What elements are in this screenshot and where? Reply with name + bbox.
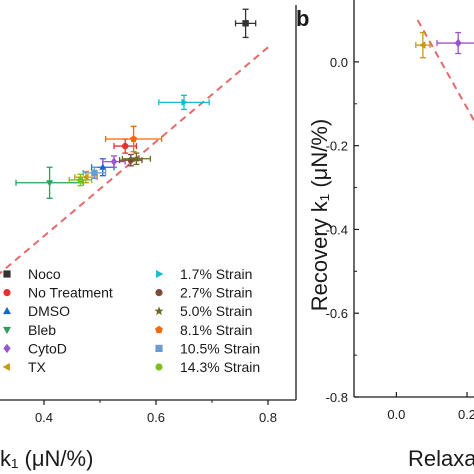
point-bleb-group — [15, 166, 84, 199]
panel-b-label: b — [296, 6, 309, 31]
legend-item-tx: TX — [2, 359, 47, 375]
point-dmso-marker — [99, 163, 107, 170]
legend-item-10-5-strain: 10.5% Strain — [155, 340, 260, 356]
legend-marker-10-5-strain — [155, 344, 163, 352]
legend-item-cytod: CytoD — [3, 340, 67, 356]
legend-label: DMSO — [28, 303, 70, 319]
panel-b-fit-line — [416, 19, 474, 122]
panel-a-x-tick-label: 0.4 — [35, 410, 53, 425]
legend-label: 14.3% Strain — [180, 359, 260, 375]
legend-item-noco: Noco — [3, 266, 61, 282]
panel-b: 0.0 -0.2 -0.4 -0.6 -0.8 0.0 0.2 — [326, 0, 474, 422]
panel-b-x-tick-label: 0.2 — [458, 407, 474, 422]
point-no-treatment-marker — [122, 142, 129, 150]
legend-label: 5.0% Strain — [180, 303, 252, 319]
panel-b-y-tick-label: -0.8 — [326, 390, 348, 405]
panel-b-x-tick-label: 0.0 — [387, 407, 405, 422]
point-10-5-strain-group — [82, 166, 107, 180]
legend-item-1-7-strain: 1.7% Strain — [156, 266, 252, 282]
legend: Noco No Treatment DMSO Bleb CytoD TX 1.7% Stra… — [2, 266, 260, 375]
panel-a: 0.4 0.6 0.8 — [0, 5, 297, 425]
legend-label: Bleb — [28, 322, 56, 338]
point-10-5-strain-marker — [91, 169, 98, 177]
legend-label: No Treatment — [28, 285, 113, 301]
legend-label: 10.5% Strain — [180, 340, 260, 356]
panel-a-x-tick-label: 0.6 — [147, 410, 165, 425]
point-cytod-marker — [110, 157, 118, 166]
panel-b-y-tick-label: -0.6 — [326, 306, 348, 321]
legend-label: 1.7% Strain — [180, 266, 252, 282]
legend-marker-tx — [2, 363, 10, 371]
legend-item-no-treatment: No Treatment — [3, 285, 113, 301]
legend-marker-8-1-strain — [155, 325, 163, 334]
panel-b-x-axis-title: Relaxa — [408, 446, 474, 471]
panel-a-x-axis-title: k₁ (μN/%) — [0, 446, 93, 471]
point-8-1-strain-marker — [130, 135, 138, 142]
point-noco-group — [234, 8, 257, 39]
panel-b-point-tx-marker — [418, 41, 426, 49]
panel-b-point-tx-group — [415, 31, 431, 59]
panel-b-point-cytod-marker — [454, 38, 462, 48]
legend-item-14-3-strain: 14.3% Strain — [155, 359, 260, 375]
legend-marker-no-treatment — [3, 289, 11, 297]
legend-marker-1-7-strain — [156, 270, 164, 278]
legend-label: 2.7% Strain — [180, 285, 252, 301]
point-5-0-strain-group — [121, 152, 152, 166]
legend-label: CytoD — [28, 340, 67, 356]
point-noco-marker — [242, 20, 249, 27]
panel-b-y-tick-label: -0.2 — [326, 139, 348, 154]
legend-item-5-0-strain: 5.0% Strain — [154, 303, 252, 319]
legend-label: Noco — [28, 266, 61, 282]
legend-label: 8.1% Strain — [180, 322, 252, 338]
legend-marker-5-0-strain — [154, 306, 164, 316]
legend-item-dmso: DMSO — [3, 303, 70, 319]
legend-label: TX — [28, 359, 47, 375]
panel-b-y-axis-title: Recovery k₁ (μN/%) — [307, 119, 332, 311]
legend-marker-14-3-strain — [155, 363, 163, 371]
panel-b-point-cytod-group — [436, 31, 474, 55]
legend-marker-dmso — [3, 306, 11, 315]
legend-marker-noco — [3, 270, 11, 278]
point-8-1-strain-group — [104, 125, 163, 153]
point-1-7-strain-group — [158, 94, 210, 111]
point-tx-marker — [82, 173, 89, 181]
point-14-3-strain-marker — [77, 176, 84, 184]
panel-a-x-tick-label: 0.8 — [259, 410, 277, 425]
panel-b-y-tick-label: 0.0 — [330, 55, 348, 70]
legend-marker-cytod — [3, 343, 11, 354]
point-bleb-marker — [46, 180, 54, 187]
point-1-7-strain-marker — [181, 98, 188, 106]
legend-item-8-1-strain: 8.1% Strain — [155, 322, 252, 338]
point-14-3-strain-group — [68, 173, 93, 187]
legend-item-bleb: Bleb — [3, 322, 56, 338]
point-cytod-group — [102, 155, 126, 168]
point-5-0-strain-marker — [132, 154, 141, 163]
panel-b-y-tick-label: -0.4 — [326, 222, 348, 237]
legend-marker-bleb — [3, 326, 11, 335]
legend-marker-2-7-strain — [155, 289, 163, 297]
legend-item-2-7-strain: 2.7% Strain — [155, 285, 252, 301]
